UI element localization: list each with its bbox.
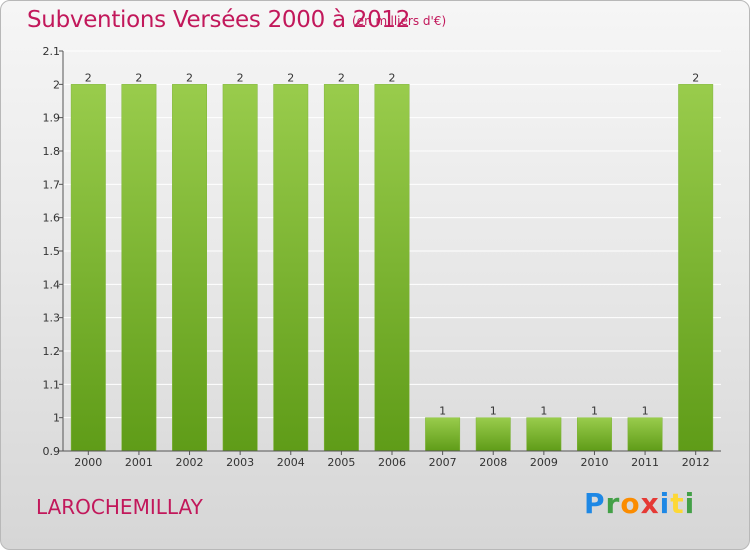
data-label: 2 — [135, 71, 142, 84]
y-tick-label: 1.8 — [43, 145, 61, 158]
data-label: 2 — [692, 71, 699, 84]
data-labels: 2 2 2 2 2 2 2 1 1 1 1 1 2 — [85, 71, 699, 417]
bar — [627, 417, 663, 452]
bar — [273, 84, 309, 452]
data-label: 2 — [186, 71, 193, 84]
logo-letter: o — [620, 487, 641, 520]
bar — [374, 84, 410, 452]
y-tick-label: 1.6 — [43, 212, 61, 225]
logo-letter: r — [605, 487, 621, 520]
x-tick-label: 2001 — [125, 456, 153, 469]
bar — [577, 417, 612, 452]
bar — [425, 417, 461, 452]
bar — [475, 417, 511, 452]
axes: 0.9 1 1.1 1.2 1.3 1.4 1.5 1.6 1.7 1.8 1.9 2 2.1 2000 2… — [43, 45, 721, 469]
bar — [172, 84, 207, 452]
x-tick-label: 2004 — [277, 456, 305, 469]
bar — [70, 84, 106, 452]
y-tick-label: 2 — [53, 78, 60, 91]
data-label: 2 — [287, 71, 294, 84]
bar — [323, 84, 359, 452]
bar — [121, 84, 157, 452]
y-tick-label: 1.5 — [43, 245, 61, 258]
data-label: 1 — [439, 405, 446, 418]
data-label: 1 — [540, 405, 547, 418]
y-tick-label: 1 — [53, 412, 60, 425]
x-tick-label: 2005 — [327, 456, 355, 469]
y-tick-label: 1.7 — [43, 178, 61, 191]
logo-letter: i — [684, 487, 696, 520]
bar — [222, 84, 258, 452]
y-tick-label: 1.3 — [43, 312, 61, 325]
y-tick-label: 1.2 — [43, 345, 61, 358]
chart-title: Subventions Versées 2000 à 2012 — [27, 7, 411, 33]
x-tick-label: 2009 — [530, 456, 558, 469]
logo-letter: i — [659, 487, 671, 520]
x-tick-label: 2008 — [479, 456, 507, 469]
chart-unit: (en milliers d'€) — [352, 14, 447, 28]
x-tick-label: 2000 — [74, 456, 102, 469]
x-tick-label: 2006 — [378, 456, 406, 469]
data-label: 2 — [85, 71, 92, 84]
x-tick-label: 2002 — [176, 456, 204, 469]
y-tick-label: 1.1 — [43, 378, 61, 391]
x-tick-label: 2010 — [580, 456, 608, 469]
data-label: 2 — [338, 71, 345, 84]
logo-letter: t — [670, 487, 685, 520]
y-tick-label: 2.1 — [43, 45, 61, 58]
data-label: 1 — [490, 405, 497, 418]
x-tick-label: 2007 — [429, 456, 457, 469]
bar — [678, 84, 714, 452]
bars — [70, 84, 714, 452]
y-tick-label: 1.4 — [43, 278, 61, 291]
data-label: 2 — [237, 71, 244, 84]
y-tick-label: 1.9 — [43, 112, 61, 125]
x-tick-label: 2012 — [682, 456, 710, 469]
data-label: 2 — [389, 71, 396, 84]
data-label: 1 — [642, 405, 649, 418]
y-tick-label: 0.9 — [43, 445, 61, 458]
place-name: LAROCHEMILLAY — [36, 495, 203, 519]
bar — [526, 417, 562, 452]
proxiti-logo: Proxiti — [584, 487, 695, 520]
x-tick-label: 2003 — [226, 456, 254, 469]
x-tick-label: 2011 — [631, 456, 659, 469]
logo-letter: P — [584, 487, 606, 520]
logo-letter: x — [640, 487, 660, 520]
data-label: 1 — [591, 405, 598, 418]
